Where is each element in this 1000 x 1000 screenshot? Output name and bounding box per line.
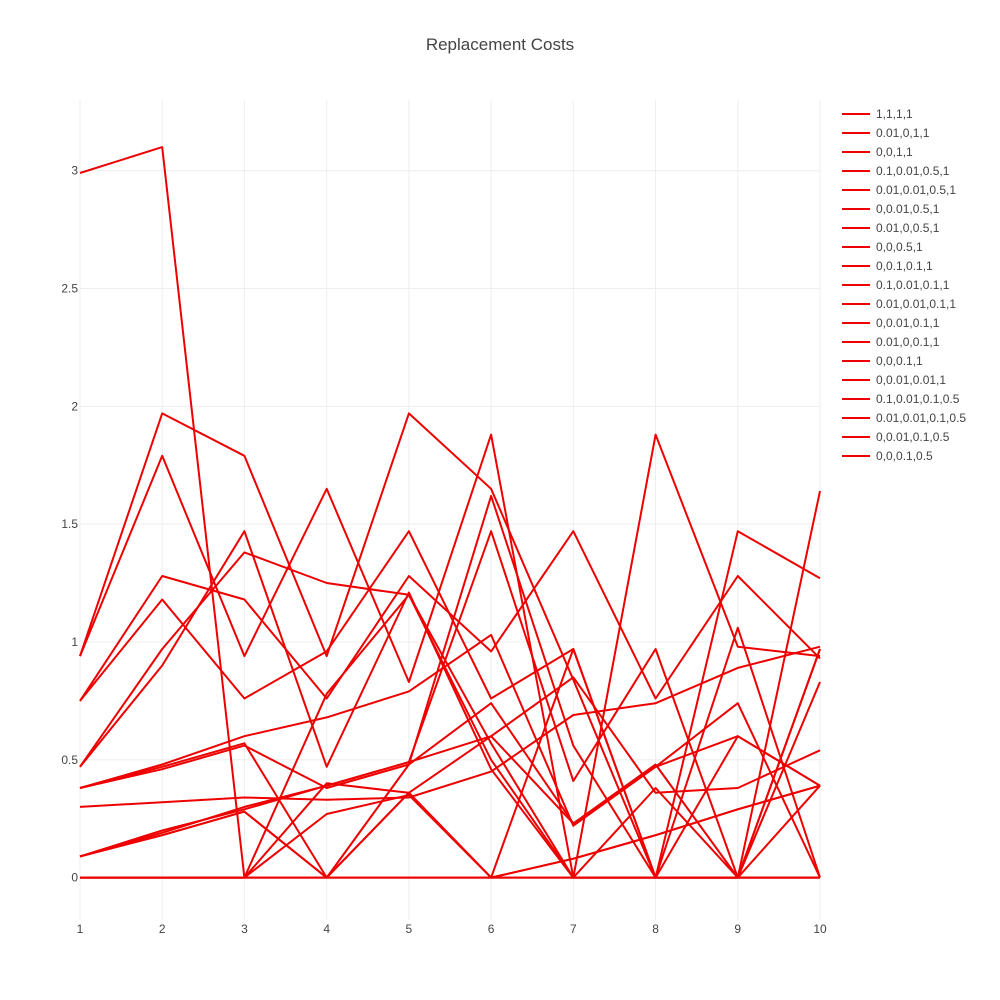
x-tick-label: 4	[323, 922, 330, 936]
legend-label: 0,0,1,1	[876, 145, 913, 159]
chart-title: Replacement Costs	[426, 35, 574, 54]
series-line-13	[79, 676, 821, 858]
y-axis-ticks: 0 0.5 1 1.5 2 2.5 3	[61, 164, 78, 885]
series-line-5	[79, 530, 821, 879]
legend-label: 0.1,0.01,0.1,1	[876, 278, 950, 292]
x-tick-label: 1	[77, 922, 84, 936]
legend-item[interactable]: 0,0,0.1,1	[842, 354, 923, 368]
legend-label: 0.01,0,0.1,1	[876, 335, 940, 349]
series-line-6	[79, 433, 821, 879]
legend-label: 0.1,0.01,0.1,0.5	[876, 392, 960, 406]
legend-item[interactable]: 0,0.01,0.01,1	[842, 373, 946, 387]
legend-item[interactable]: 0.01,0.01,0.1,0.5	[842, 411, 966, 425]
legend-item[interactable]: 0,0,1,1	[842, 145, 913, 159]
y-tick-label: 2	[71, 399, 78, 413]
x-tick-label: 9	[734, 922, 741, 936]
x-tick-label: 5	[406, 922, 413, 936]
x-tick-label: 3	[241, 922, 248, 936]
y-tick-label: 1	[71, 635, 78, 649]
legend-label: 0,0.01,0.1,1	[876, 316, 940, 330]
legend-item[interactable]: 1,1,1,1	[842, 107, 913, 121]
legend-label: 0.01,0.01,0.1,0.5	[876, 411, 966, 425]
legend-item[interactable]: 0.1,0.01,0.5,1	[842, 164, 950, 178]
legend-label: 0,0,0.1,0.5	[876, 449, 933, 463]
legend-item[interactable]: 0,0.01,0.1,0.5	[842, 430, 950, 444]
y-tick-label: 0.5	[61, 753, 78, 767]
y-tick-label: 3	[71, 164, 78, 178]
legend-label: 1,1,1,1	[876, 107, 913, 121]
series-line-10	[79, 702, 821, 879]
x-tick-label: 8	[652, 922, 659, 936]
y-tick-label: 1.5	[61, 517, 78, 531]
legend-label: 0.01,0,1,1	[876, 126, 930, 140]
legend-item[interactable]: 0,0.01,0.1,1	[842, 316, 940, 330]
legend-item[interactable]: 0.01,0,1,1	[842, 126, 930, 140]
y-tick-label: 0	[71, 871, 78, 885]
legend[interactable]: 1,1,1,1 0.01,0,1,1 0,0,1,1 0.1,0.01,0.5,1 0.…	[842, 107, 966, 463]
legend-label: 0.01,0.01,0.1,1	[876, 297, 956, 311]
series-line-9	[79, 633, 821, 827]
legend-label: 0,0.01,0.1,0.5	[876, 430, 950, 444]
x-tick-label: 7	[570, 922, 577, 936]
legend-item[interactable]: 0.01,0.01,0.1,1	[842, 297, 956, 311]
legend-item[interactable]: 0,0,0.1,0.5	[842, 449, 933, 463]
x-tick-label: 10	[813, 922, 827, 936]
legend-item[interactable]: 0.01,0.01,0.5,1	[842, 183, 956, 197]
legend-item[interactable]: 0,0.1,0.1,1	[842, 259, 933, 273]
legend-label: 0,0.1,0.1,1	[876, 259, 933, 273]
series-line-11	[79, 494, 821, 879]
legend-label: 0,0,0.1,1	[876, 354, 923, 368]
x-tick-label: 6	[488, 922, 495, 936]
legend-label: 0.1,0.01,0.5,1	[876, 164, 950, 178]
plot-series	[79, 146, 821, 879]
legend-label: 0,0.01,0.5,1	[876, 202, 940, 216]
legend-item[interactable]: 0.01,0,0.1,1	[842, 335, 940, 349]
x-axis-ticks: 1 2 3 4 5 6 7 8 9 10	[77, 922, 827, 936]
y-tick-label: 2.5	[61, 282, 78, 296]
legend-label: 0.01,0,0.5,1	[876, 221, 940, 235]
legend-label: 0.01,0.01,0.5,1	[876, 183, 956, 197]
legend-item[interactable]: 0,0,0.5,1	[842, 240, 923, 254]
x-tick-label: 2	[159, 922, 166, 936]
legend-item[interactable]: 0.01,0,0.5,1	[842, 221, 940, 235]
legend-item[interactable]: 0.1,0.01,0.1,1	[842, 278, 950, 292]
series-line-19	[80, 785, 821, 879]
legend-label: 0,0,0.5,1	[876, 240, 923, 254]
series-line-15	[79, 645, 821, 808]
legend-item[interactable]: 0.1,0.01,0.1,0.5	[842, 392, 960, 406]
legend-item[interactable]: 0,0.01,0.5,1	[842, 202, 940, 216]
legend-label: 0,0.01,0.01,1	[876, 373, 946, 387]
series-line-7	[79, 551, 821, 879]
